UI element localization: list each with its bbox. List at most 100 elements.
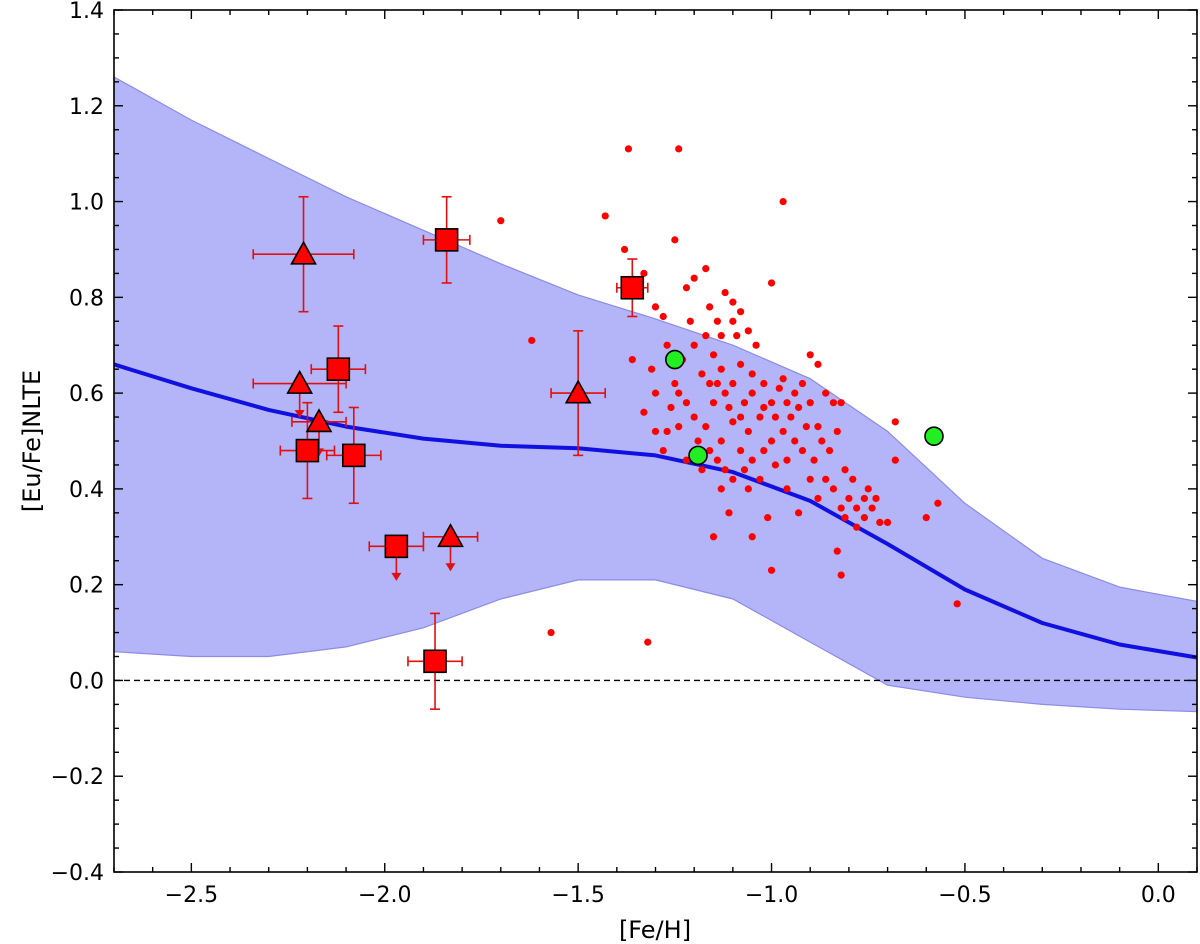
red-point: [791, 437, 799, 445]
triangle-marker: [286, 369, 314, 394]
red-point: [651, 427, 660, 436]
square-marker: [620, 275, 645, 300]
upper-limit-arrowhead: [294, 410, 305, 419]
red-point: [748, 533, 756, 541]
red-point: [787, 413, 795, 421]
triangle-marker: [290, 240, 317, 265]
red-point: [883, 518, 892, 527]
red-point: [651, 303, 660, 311]
red-point: [825, 446, 834, 455]
red-point: [934, 499, 942, 507]
red-point: [860, 494, 868, 503]
red-point: [837, 504, 845, 512]
red-point: [837, 399, 845, 407]
red-point: [640, 408, 648, 416]
red-point: [682, 284, 691, 292]
red-point: [891, 418, 899, 426]
ticks-layer: [113, 9, 1198, 873]
red-point: [729, 317, 737, 325]
red-point: [860, 514, 868, 522]
red-point: [853, 504, 861, 512]
red-point: [872, 494, 880, 503]
red-point: [702, 265, 710, 273]
x-tick-label: −1.0: [745, 883, 798, 908]
red-point: [740, 466, 749, 474]
red-point: [744, 327, 752, 335]
triangle-marker: [437, 523, 464, 548]
upper-limit-arrowhead: [445, 563, 456, 572]
red-point: [767, 279, 776, 287]
red-point: [702, 332, 710, 340]
red-point: [845, 494, 853, 503]
red-point: [640, 269, 648, 277]
red-point: [795, 509, 803, 517]
square-marker: [342, 443, 366, 468]
red-point: [756, 475, 764, 483]
red-point: [806, 351, 814, 359]
upper-limit-arrowhead: [391, 572, 402, 581]
y-tick-label: 0.0: [69, 669, 104, 694]
red-point: [833, 547, 841, 555]
plot-frame: [113, 9, 1198, 873]
red-point: [802, 423, 810, 431]
model-line: [113, 362, 1198, 660]
red-point: [651, 389, 660, 397]
red-point: [779, 427, 787, 436]
red-point: [721, 389, 729, 397]
red-point: [648, 365, 656, 373]
red-point: [822, 475, 830, 483]
red-point: [775, 384, 783, 392]
red-point: [721, 288, 729, 297]
red-point: [620, 245, 629, 254]
y-tick-label: 0.2: [69, 574, 104, 599]
x-tick-label: −0.5: [938, 883, 991, 908]
square-marker: [434, 228, 459, 252]
red-point: [744, 427, 752, 436]
red-point: [706, 303, 714, 311]
green-point: [924, 426, 944, 447]
red-point: [814, 360, 822, 368]
red-point: [736, 308, 745, 316]
red-point: [671, 236, 679, 244]
triangle-marker: [305, 408, 333, 433]
red-point: [497, 217, 505, 225]
red-point: [791, 389, 799, 397]
y-tick-label: 1.2: [69, 95, 104, 120]
square-marker: [384, 534, 409, 559]
red-point: [690, 341, 698, 349]
red-point: [706, 446, 714, 455]
red-point: [756, 413, 764, 421]
red-point: [833, 427, 841, 436]
red-point: [713, 317, 721, 325]
red-point: [760, 379, 768, 388]
red-point: [644, 638, 652, 646]
red-point: [713, 456, 721, 464]
red-point: [729, 298, 737, 306]
red-point: [733, 332, 741, 340]
red-point: [702, 423, 710, 431]
red-point: [663, 427, 671, 436]
red-point: [721, 466, 729, 474]
red-point: [822, 389, 830, 397]
red-point: [798, 446, 807, 455]
red-point: [667, 403, 675, 412]
red-point: [675, 389, 683, 397]
red-point: [922, 514, 930, 522]
markers-layer: [252, 195, 944, 710]
x-tick-label: −2.0: [358, 883, 411, 908]
red-point: [675, 423, 683, 431]
red-point: [659, 446, 667, 455]
red-point: [891, 456, 899, 464]
red-point: [760, 446, 768, 455]
square-marker: [423, 649, 447, 674]
red-point: [779, 197, 787, 206]
red-point: [624, 145, 633, 153]
red-point: [783, 399, 791, 407]
y-tick-label: −0.2: [51, 765, 104, 790]
red-point: [736, 413, 745, 421]
red-point: [841, 466, 849, 474]
red-point: [729, 475, 737, 483]
red-point: [814, 494, 822, 503]
red-point: [675, 145, 683, 153]
